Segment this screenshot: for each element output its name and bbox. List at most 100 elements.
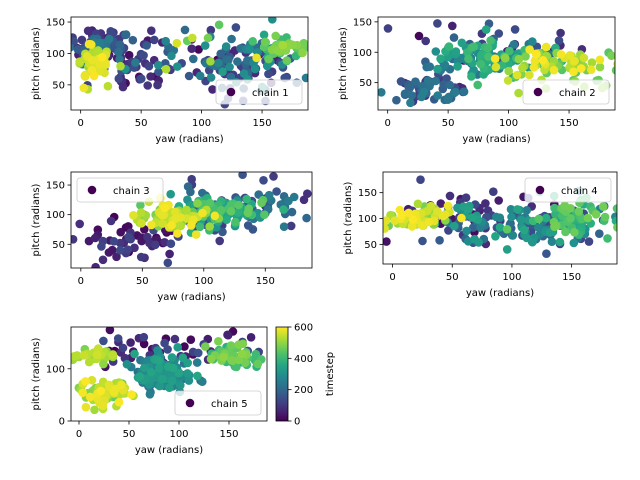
scatter-point — [405, 83, 415, 92]
scatter-point — [86, 40, 96, 49]
y-tick-label: 100 — [358, 214, 377, 225]
y-tick-label: 100 — [46, 364, 65, 375]
scatter-point — [71, 235, 78, 244]
x-tick-label: 0 — [77, 118, 83, 129]
scatter-point — [469, 42, 479, 51]
scatter-point — [99, 336, 108, 346]
scatter-point — [494, 196, 504, 205]
x-axis-label: yaw (radians) — [135, 445, 203, 456]
scatter-point — [534, 214, 544, 224]
scatter-point — [440, 60, 450, 70]
scatter-point — [282, 56, 292, 65]
x-tick-label: 100 — [194, 276, 213, 287]
scatter-point — [180, 342, 189, 351]
scatter-point — [186, 335, 196, 345]
scatter-point — [495, 223, 505, 232]
scatter-point — [541, 42, 551, 52]
scatter-point — [158, 374, 167, 384]
scatter-point — [439, 80, 448, 89]
scatter-point — [450, 221, 459, 231]
scatter-point — [83, 26, 93, 36]
scatter-point — [129, 211, 138, 220]
y-tick-label: 100 — [353, 48, 372, 59]
scatter-point — [445, 191, 455, 201]
scatter-point — [103, 81, 113, 91]
scatter-point — [198, 208, 207, 218]
scatter-point — [248, 37, 257, 46]
scatter-point — [570, 56, 579, 66]
scatter-point — [219, 352, 228, 362]
scatter-point — [307, 36, 308, 39]
scatter-point — [561, 227, 570, 237]
scatter-point — [124, 50, 134, 60]
x-tick-label: 0 — [78, 276, 84, 287]
scatter-point — [378, 88, 386, 97]
scatter-point — [71, 37, 78, 46]
scatter-point — [137, 219, 146, 228]
x-tick-label: 150 — [560, 118, 579, 129]
scatter-point — [264, 69, 273, 79]
scatter-point — [595, 62, 605, 72]
scatter-point — [272, 187, 281, 196]
scatter-point — [243, 208, 253, 218]
scatter-point — [203, 33, 213, 43]
scatter-point — [205, 222, 214, 231]
scatter-point — [206, 73, 216, 82]
scatter-point — [114, 74, 124, 83]
scatter-point — [519, 225, 529, 235]
scatter-point — [279, 222, 289, 231]
scatter-point — [109, 237, 119, 246]
scatter-point — [525, 45, 534, 54]
scatter-point — [231, 23, 241, 32]
scatter-point — [71, 43, 72, 46]
scatter-point — [238, 172, 247, 179]
scatter-point — [226, 341, 236, 350]
scatter-point — [91, 262, 100, 268]
scatter-point — [170, 207, 180, 217]
scatter-point — [115, 40, 125, 49]
scatter-point — [139, 332, 149, 342]
y-tick-label: 50 — [52, 240, 65, 251]
scatter-point — [174, 368, 184, 378]
x-axis-label: yaw (radians) — [157, 292, 225, 303]
scatter-point — [116, 61, 125, 71]
scatter-point — [491, 62, 501, 72]
scatter-point — [530, 56, 540, 66]
scatter-point — [576, 64, 586, 73]
scatter-point — [96, 386, 106, 396]
scatter-point — [214, 58, 223, 68]
x-tick-label: 50 — [446, 272, 459, 283]
scatter-point — [182, 214, 192, 223]
scatter-point — [611, 216, 617, 226]
scatter-point — [251, 349, 261, 359]
scatter-point — [71, 43, 74, 52]
scatter-point — [167, 221, 176, 230]
scatter-point — [245, 45, 254, 54]
scatter-point — [87, 375, 97, 385]
scatter-point — [566, 214, 575, 223]
legend-box — [522, 79, 610, 105]
scatter-point — [136, 252, 146, 262]
scatter-point — [154, 60, 163, 70]
legend: chain 2 — [522, 79, 610, 105]
scatter-point — [227, 34, 236, 44]
x-tick-label: 50 — [136, 276, 149, 287]
scatter-point — [184, 71, 194, 81]
scatter-point — [516, 215, 526, 225]
scatter-point — [79, 83, 89, 93]
y-tick-label: 150 — [46, 18, 65, 29]
scatter-point — [467, 213, 477, 222]
scatter-point — [250, 64, 260, 74]
legend: chain 4 — [524, 177, 612, 203]
scatter-point — [193, 199, 202, 208]
scatter-point — [252, 53, 261, 63]
scatter-point — [99, 359, 108, 369]
scatter-point — [104, 34, 114, 44]
scatter-point — [166, 239, 176, 248]
scatter-point — [433, 64, 442, 74]
scatter-point — [214, 20, 224, 30]
scatter-point — [95, 66, 105, 76]
x-tick-label: 0 — [389, 272, 395, 283]
scatter-point — [416, 175, 425, 184]
scatter-point — [95, 60, 104, 69]
